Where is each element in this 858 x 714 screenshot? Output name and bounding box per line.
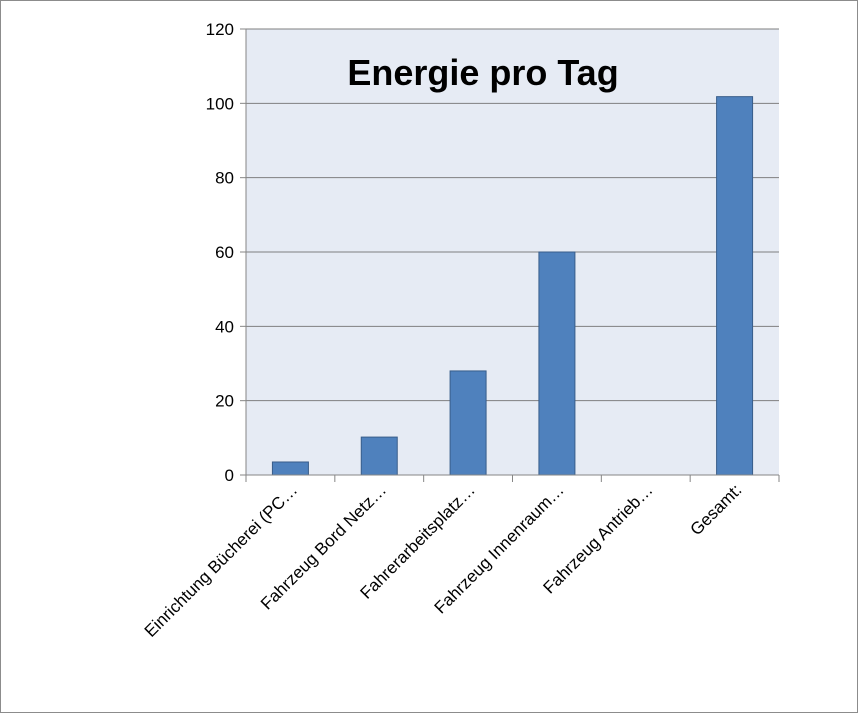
bar bbox=[716, 96, 754, 476]
chart-title: Energie pro Tag bbox=[347, 52, 618, 93]
gridlines bbox=[240, 28, 779, 476]
bar bbox=[271, 461, 309, 476]
y-tick-labels: 0 20 40 60 80 100 120 bbox=[206, 20, 234, 485]
y-tick-label: 120 bbox=[206, 20, 234, 39]
x-category-label: Gesamt: bbox=[687, 480, 746, 539]
x-category-labels: Einrichtung Bücherei (PC…Fahrzeug Bord N… bbox=[141, 480, 746, 640]
y-tick-label: 40 bbox=[215, 317, 234, 336]
y-tick-label: 60 bbox=[215, 243, 234, 262]
bar bbox=[449, 370, 487, 476]
y-tick-label: 80 bbox=[215, 169, 234, 188]
axes bbox=[245, 29, 780, 482]
bars bbox=[271, 96, 754, 476]
y-tick-label: 0 bbox=[225, 466, 234, 485]
y-tick-label: 20 bbox=[215, 392, 234, 411]
x-category-label: Einrichtung Bücherei (PC… bbox=[141, 480, 301, 640]
bar bbox=[360, 436, 398, 476]
y-tick-label: 100 bbox=[206, 94, 234, 113]
bar bbox=[538, 251, 576, 476]
